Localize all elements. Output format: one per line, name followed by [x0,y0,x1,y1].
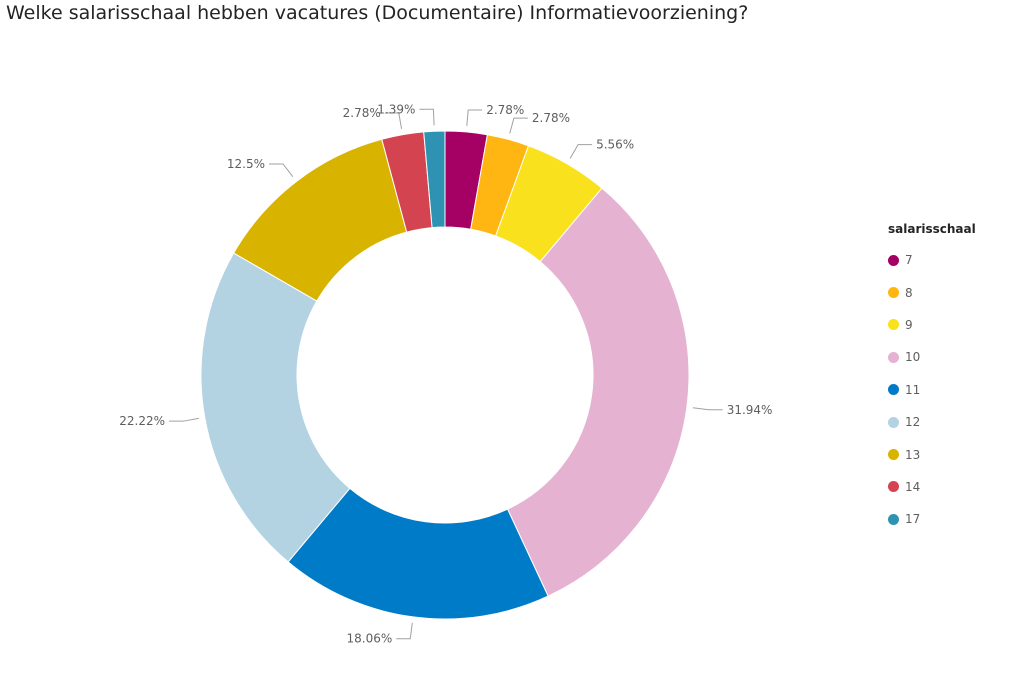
legend-dot-icon [888,384,899,396]
legend-item-11[interactable]: 11 [888,374,976,406]
data-label-7: 2.78% [486,103,524,117]
leader-line-7 [466,109,483,126]
legend-item-9[interactable]: 9 [888,309,976,341]
legend-item-17[interactable]: 17 [888,503,976,535]
leader-line-8 [509,117,528,134]
data-label-17: 1.39% [377,102,415,116]
legend-item-13[interactable]: 13 [888,438,976,470]
legend-label: 17 [905,512,921,527]
legend-dot-icon [888,319,899,331]
legend-dot-icon [888,351,899,363]
leader-line-10 [692,407,723,411]
legend-label: 9 [905,317,913,332]
data-label-9: 5.56% [596,138,634,152]
legend-label: 12 [905,415,921,430]
slice-10[interactable] [506,187,690,597]
legend-item-12[interactable]: 12 [888,406,976,438]
data-label-14: 2.78% [343,106,381,120]
legend-dot-icon [888,513,899,525]
slice-11[interactable] [287,487,549,620]
legend-label: 8 [905,285,913,300]
leader-line-14 [384,112,403,129]
legend-dot-icon [888,287,899,299]
leader-line-17 [419,108,435,126]
legend-label: 11 [905,382,921,397]
legend-item-14[interactable]: 14 [888,471,976,503]
legend-label: 10 [905,350,921,365]
legend-item-10[interactable]: 10 [888,341,976,373]
legend-dot-icon [888,254,899,266]
legend-label: 13 [905,447,921,462]
legend: salarisschaal 7 8 9 10 11 12 13 14 17 [888,222,976,536]
data-label-13: 12.5% [227,157,265,171]
chart-title: Welke salarisschaal hebben vacatures (Do… [6,2,749,24]
leader-line-9 [569,144,593,159]
leader-line-12 [169,417,199,422]
data-label-10: 31.94% [727,403,773,417]
leader-line-11 [396,622,413,640]
legend-title: salarisschaal [888,222,976,236]
legend-label: 7 [905,253,913,268]
slice-17[interactable] [423,130,446,229]
slice-12[interactable] [200,252,351,563]
data-label-8: 2.78% [532,111,570,125]
legend-item-8[interactable]: 8 [888,276,976,308]
data-label-12: 22.22% [119,414,165,428]
legend-dot-icon [888,481,899,493]
leader-line-13 [269,163,294,177]
data-label-11: 18.06% [346,632,392,646]
legend-dot-icon [888,449,899,461]
legend-dot-icon [888,416,899,428]
legend-item-7[interactable]: 7 [888,244,976,276]
legend-label: 14 [905,479,921,494]
